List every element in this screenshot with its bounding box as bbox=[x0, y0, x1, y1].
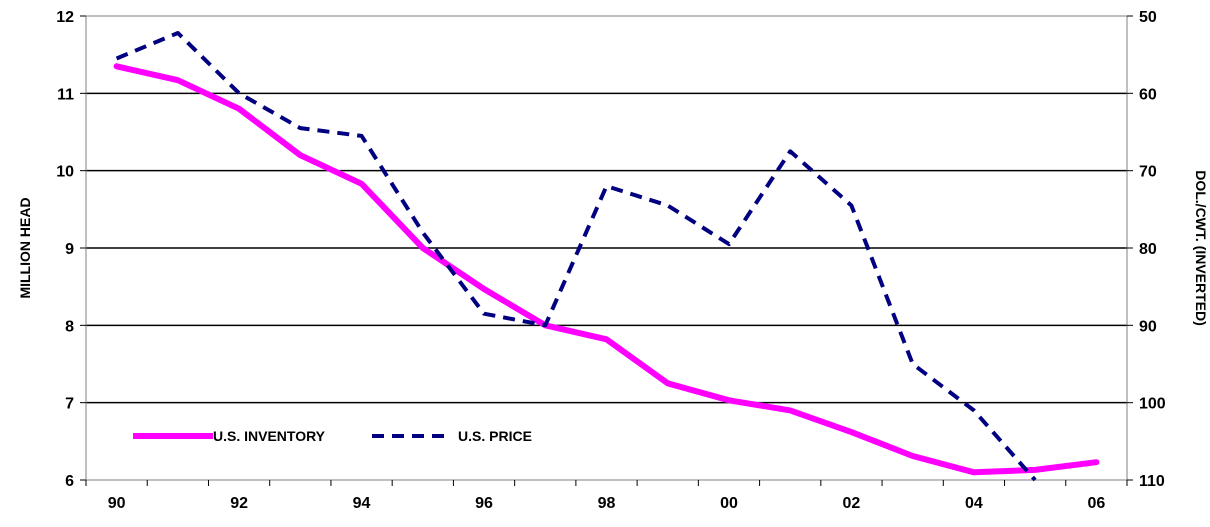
gridlines bbox=[86, 92, 1127, 404]
right-tick-label: 100 bbox=[1139, 396, 1166, 413]
left-axis-ticks: 6 7 8 9 10 11 12 bbox=[56, 9, 86, 490]
x-tick-label: 90 bbox=[108, 495, 126, 512]
x-tick-label: 06 bbox=[1087, 495, 1105, 512]
price-series-line bbox=[115, 31, 1037, 482]
left-tick-label: 7 bbox=[65, 396, 74, 413]
right-axis-ticks: 50 60 70 80 90 100 110 bbox=[1127, 9, 1166, 490]
right-tick-label: 80 bbox=[1139, 241, 1157, 258]
x-tick-label: 96 bbox=[475, 495, 493, 512]
left-tick-label: 9 bbox=[65, 241, 74, 258]
legend-label-price: U.S. PRICE bbox=[458, 428, 532, 444]
left-tick-label: 10 bbox=[56, 164, 74, 181]
x-tick-label: 04 bbox=[965, 495, 983, 512]
x-tick-label: 94 bbox=[353, 495, 371, 512]
inventory-series-line bbox=[113, 63, 1100, 476]
right-axis-title: DOL./CWT. (INVERTED) bbox=[1193, 170, 1209, 326]
left-tick-label: 8 bbox=[65, 318, 74, 335]
x-tick-label: 92 bbox=[230, 495, 248, 512]
legend-label-inventory: U.S. INVENTORY bbox=[213, 428, 326, 444]
right-tick-label: 70 bbox=[1139, 164, 1157, 181]
right-tick-label: 60 bbox=[1139, 86, 1157, 103]
x-axis-ticks: 90 92 94 96 98 00 02 04 06 bbox=[85, 480, 1128, 512]
right-tick-label: 90 bbox=[1139, 318, 1157, 335]
series-layer bbox=[113, 31, 1100, 482]
right-tick-label: 50 bbox=[1139, 9, 1157, 26]
legend: U.S. INVENTORY U.S. PRICE bbox=[133, 428, 532, 444]
left-axis-title: MILLION HEAD bbox=[17, 197, 33, 298]
x-tick-label: 02 bbox=[843, 495, 861, 512]
x-tick-label: 00 bbox=[720, 495, 738, 512]
left-tick-label: 12 bbox=[56, 9, 74, 26]
right-tick-label: 110 bbox=[1139, 473, 1165, 490]
x-tick-label: 98 bbox=[598, 495, 616, 512]
left-tick-label: 11 bbox=[57, 86, 74, 103]
left-tick-label: 6 bbox=[65, 473, 74, 490]
